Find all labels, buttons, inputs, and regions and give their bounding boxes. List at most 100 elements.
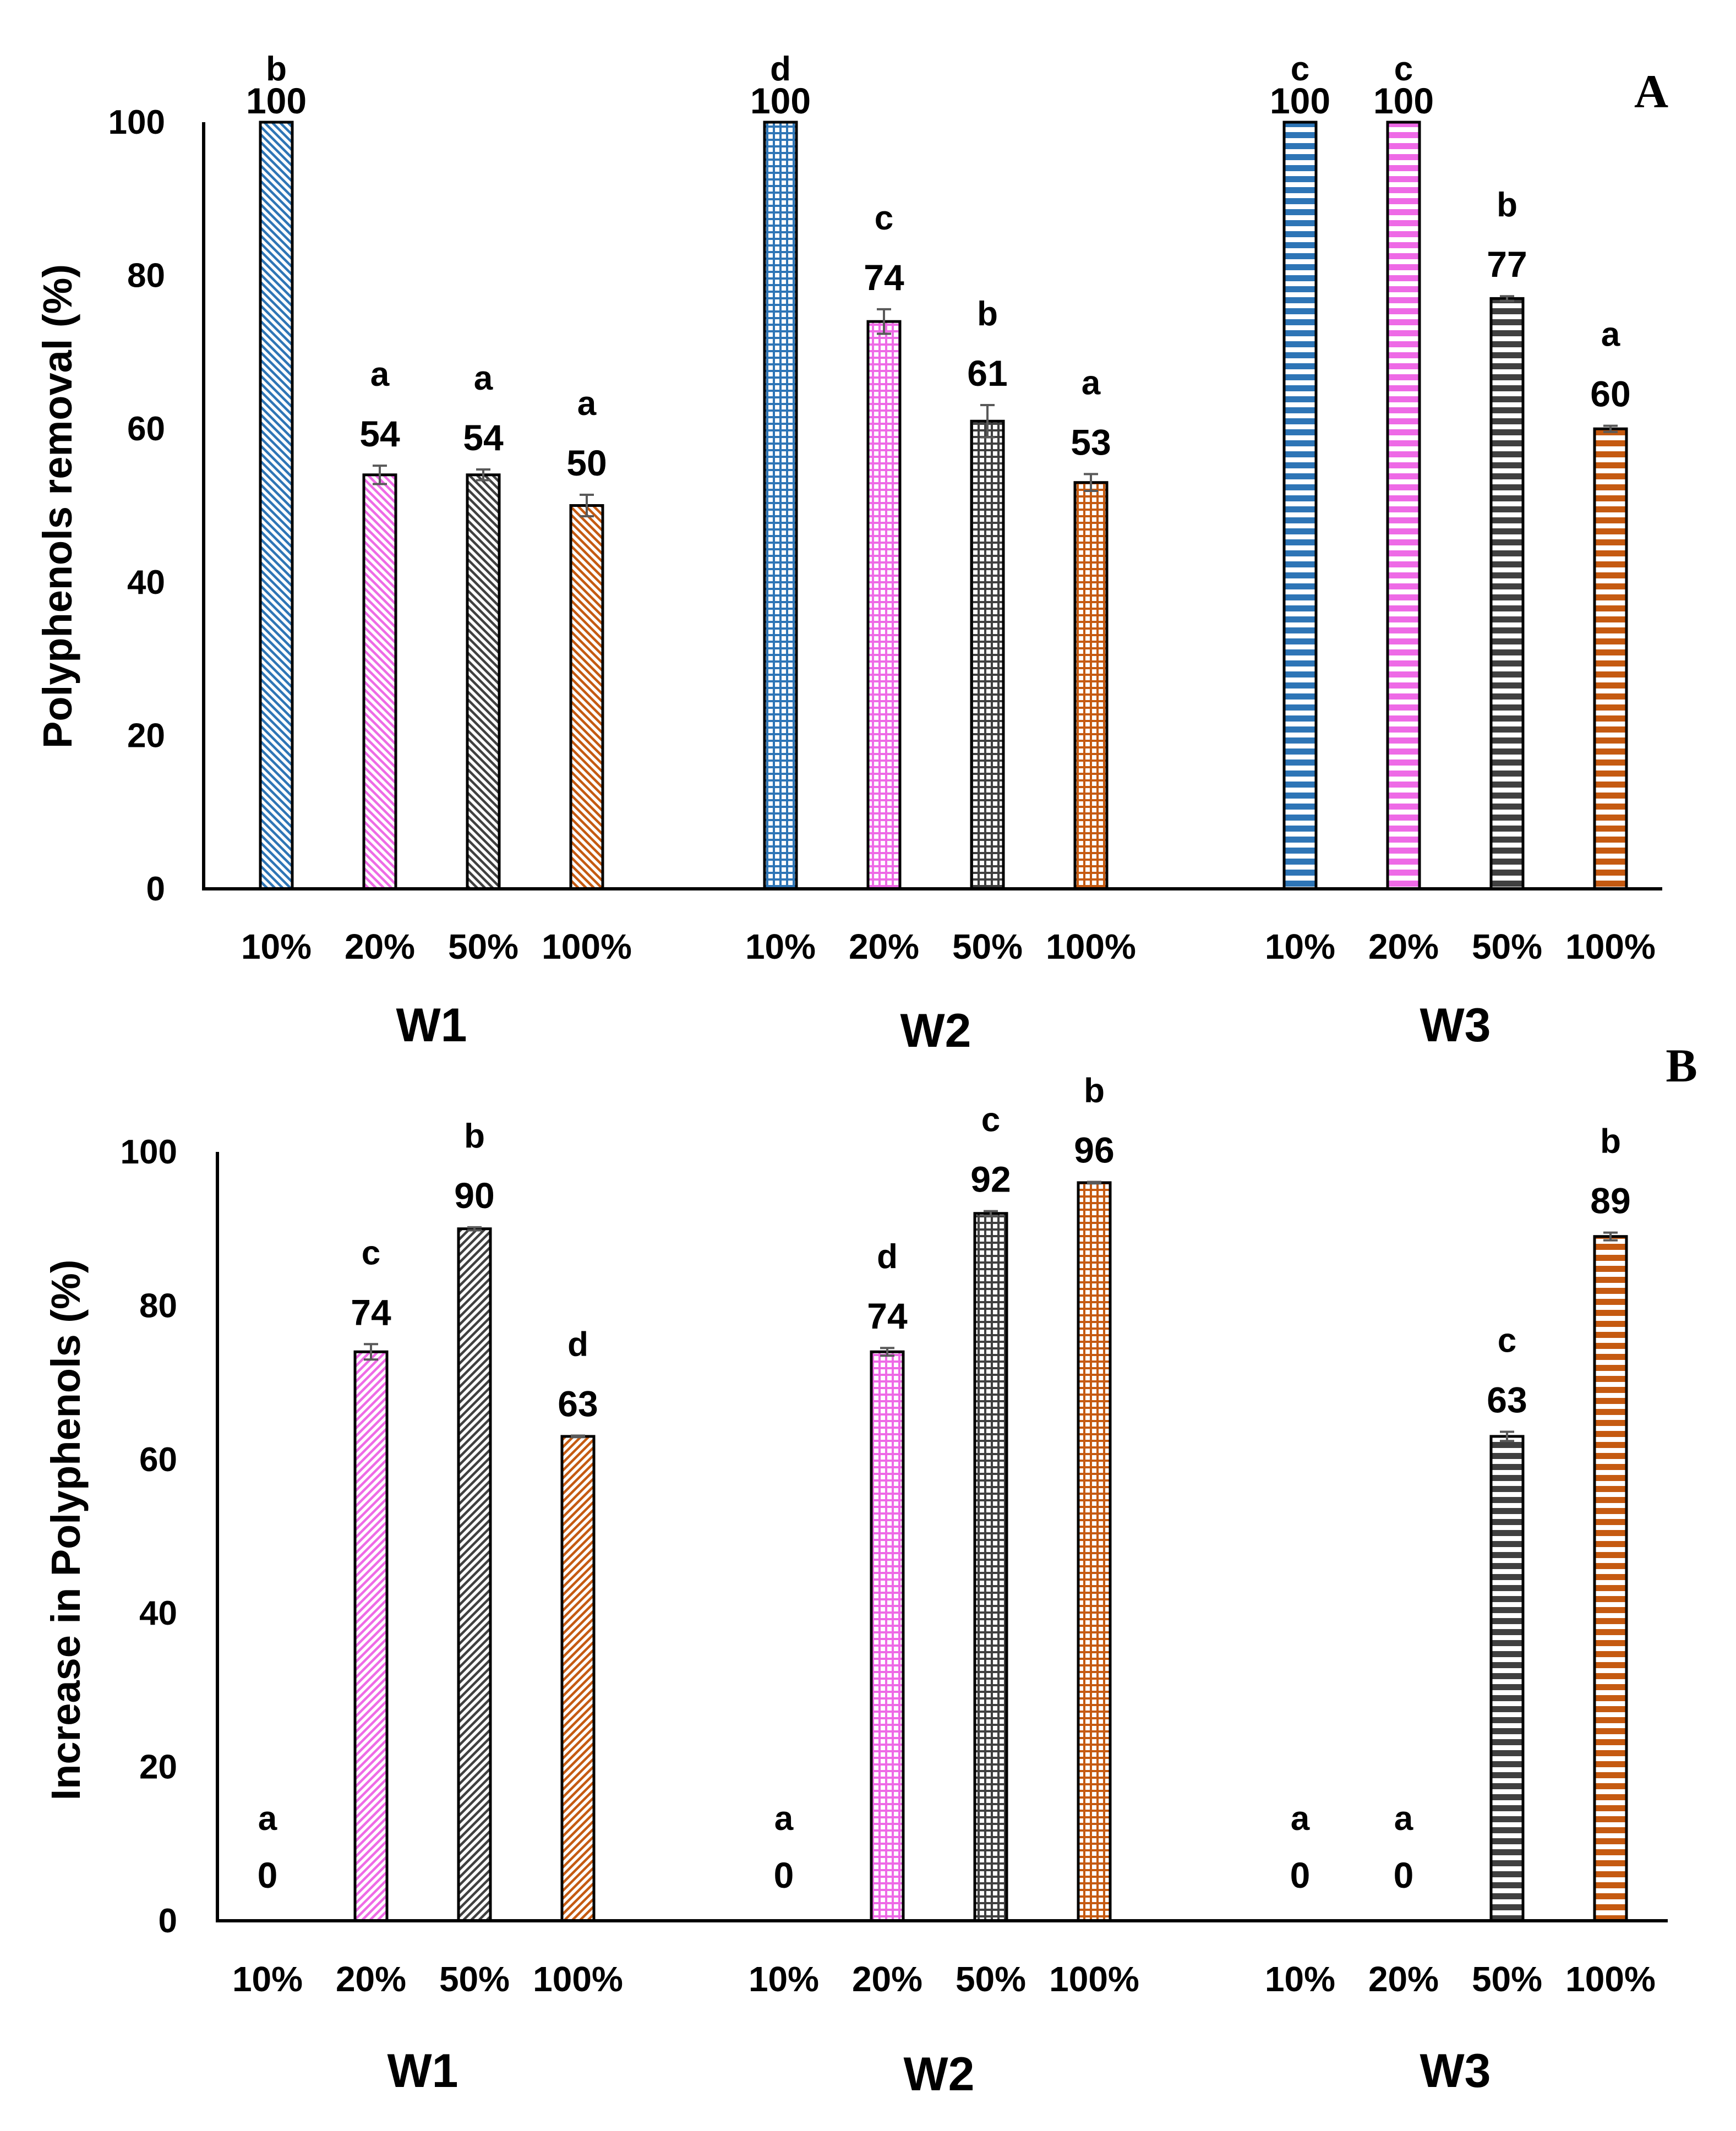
bar-w2-50pct bbox=[973, 1212, 1008, 1922]
x-category-label: 100% bbox=[1565, 927, 1656, 966]
bar-w2-50pct bbox=[970, 419, 1005, 890]
y-tick-label: 40 bbox=[127, 564, 165, 602]
significance-letter: c bbox=[1394, 50, 1413, 88]
value-label: 74 bbox=[864, 257, 904, 298]
x-category-label: 100% bbox=[533, 1959, 623, 1999]
y-tick-label: 20 bbox=[139, 1748, 177, 1786]
error-bar bbox=[373, 465, 387, 485]
panel-letter-b: B bbox=[1666, 1039, 1697, 1092]
bar-w2-100pct bbox=[1077, 1181, 1112, 1922]
error-bar bbox=[476, 468, 490, 482]
bar-w3-50pct bbox=[1489, 297, 1525, 890]
bar-w1-20pct bbox=[362, 473, 397, 890]
group-label-w1: W1 bbox=[387, 2045, 458, 2097]
bar-w2-10pct bbox=[763, 121, 798, 890]
significance-letter: d bbox=[567, 1325, 588, 1363]
value-label: 90 bbox=[454, 1175, 494, 1216]
significance-letter: b bbox=[464, 1117, 485, 1155]
significance-letter: d bbox=[770, 50, 791, 88]
significance-letter: c bbox=[362, 1234, 380, 1272]
error-bar bbox=[364, 1343, 378, 1361]
value-label: 89 bbox=[1590, 1181, 1630, 1221]
y-tick-label: 20 bbox=[127, 717, 165, 755]
error-bar bbox=[980, 404, 995, 439]
x-category-label: 50% bbox=[448, 927, 518, 966]
group-label-w2: W2 bbox=[904, 2048, 975, 2101]
error-bar bbox=[467, 1226, 482, 1232]
bar-w1-100pct bbox=[560, 1435, 596, 1922]
value-label: 53 bbox=[1071, 422, 1111, 462]
value-label: 100 bbox=[246, 80, 307, 121]
y-tick-label: 80 bbox=[139, 1287, 177, 1325]
y-tick-label: 80 bbox=[127, 257, 165, 295]
x-category-label: 20% bbox=[1368, 927, 1439, 966]
value-label: 100 bbox=[1373, 80, 1434, 121]
group-label-w3: W3 bbox=[1420, 999, 1491, 1052]
y-tick-label: 0 bbox=[159, 1902, 177, 1940]
x-category-label: 10% bbox=[749, 1959, 819, 1999]
error-bar bbox=[1603, 1231, 1618, 1242]
significance-letter: a bbox=[370, 356, 390, 394]
error-bar bbox=[880, 1347, 894, 1357]
value-label: 63 bbox=[1487, 1380, 1527, 1420]
x-category-label: 100% bbox=[1046, 927, 1136, 966]
bar-w2-20pct bbox=[870, 1350, 905, 1922]
y-tick-label: 100 bbox=[108, 103, 165, 141]
x-category-label: 20% bbox=[849, 927, 919, 966]
value-label: 54 bbox=[463, 417, 504, 458]
value-label: 96 bbox=[1074, 1129, 1114, 1170]
significance-letter: b bbox=[1084, 1072, 1105, 1110]
significance-letter: d bbox=[877, 1238, 898, 1276]
significance-letter: a bbox=[1082, 364, 1101, 402]
x-category-label: 10% bbox=[241, 927, 312, 966]
value-label: 60 bbox=[1590, 374, 1630, 414]
significance-letter: a bbox=[1601, 316, 1620, 354]
value-label: 54 bbox=[359, 413, 400, 454]
group-label-w3: W3 bbox=[1420, 2045, 1491, 2097]
significance-letter: b bbox=[1600, 1123, 1621, 1161]
x-category-label: 50% bbox=[1472, 927, 1542, 966]
bar-w3-20pct bbox=[1386, 121, 1421, 890]
panel-letter-a: A bbox=[1634, 65, 1668, 118]
error-bar bbox=[1084, 473, 1098, 493]
x-category-label: 100% bbox=[1049, 1959, 1139, 1999]
y-ticks-b: 0 20 40 60 80 100 bbox=[121, 1133, 177, 1940]
significance-letter: b bbox=[977, 295, 998, 333]
bar-w3-10pct bbox=[1282, 121, 1318, 890]
value-label: 74 bbox=[867, 1296, 908, 1336]
bar-w2-100pct bbox=[1073, 481, 1109, 890]
bars-b: 0 a 74 c 90 b 63 d 0 a 74 d 92 c 96 b 0 a 0 a 63 c 89 b bbox=[258, 1072, 1631, 1922]
y-tick-label: 40 bbox=[139, 1594, 177, 1632]
x-category-label: 10% bbox=[232, 1959, 303, 1999]
group-label-w2: W2 bbox=[900, 1004, 971, 1057]
error-bar bbox=[1087, 1181, 1101, 1185]
significance-letter: b bbox=[1497, 186, 1517, 224]
bar-w1-50pct bbox=[466, 473, 501, 890]
value-label: 0 bbox=[1394, 1855, 1414, 1895]
value-label: 100 bbox=[750, 80, 811, 121]
significance-letter: a bbox=[1394, 1800, 1413, 1838]
value-label: 63 bbox=[558, 1383, 598, 1424]
significance-letter: c bbox=[1498, 1322, 1516, 1360]
value-label: 77 bbox=[1487, 244, 1527, 285]
value-label: 61 bbox=[967, 353, 1007, 394]
value-label: 50 bbox=[566, 442, 607, 483]
error-bar bbox=[1603, 424, 1618, 433]
significance-letter: a bbox=[1291, 1800, 1310, 1838]
x-category-label: 50% bbox=[1472, 1959, 1542, 1999]
x-category-label: 10% bbox=[745, 927, 816, 966]
value-label: 100 bbox=[1270, 80, 1330, 121]
panel-b: B Increase in Polyphenols (%) 0 20 40 60 80 1… bbox=[43, 1039, 1697, 2101]
x-category-label: 100% bbox=[1565, 1959, 1656, 1999]
y-axis-title-b: Increase in Polyphenols (%) bbox=[43, 1260, 89, 1801]
significance-letter: a bbox=[258, 1800, 277, 1838]
x-category-label: 50% bbox=[439, 1959, 510, 1999]
x-category-label: 50% bbox=[956, 1959, 1026, 1999]
group-label-w1: W1 bbox=[396, 999, 467, 1052]
significance-letter: c bbox=[981, 1101, 1000, 1139]
value-label: 74 bbox=[351, 1292, 391, 1332]
value-label: 0 bbox=[258, 1855, 278, 1895]
value-label: 0 bbox=[774, 1855, 794, 1895]
bar-w1-50pct bbox=[457, 1227, 492, 1922]
